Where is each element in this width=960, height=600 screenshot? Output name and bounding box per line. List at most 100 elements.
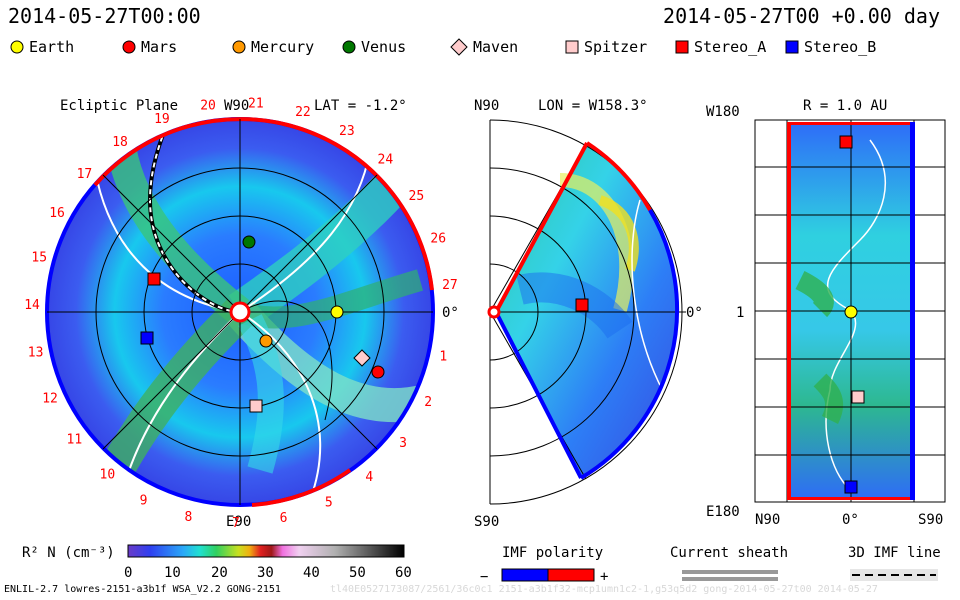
legend-stereo-a: Stereo_A: [675, 38, 766, 56]
svg-text:0: 0: [124, 565, 132, 581]
imf-polarity-title: IMF polarity: [502, 545, 603, 561]
svg-text:30: 30: [257, 565, 274, 581]
legend-label: Stereo_B: [804, 38, 877, 56]
earth-radial-icon: [844, 305, 858, 319]
colorbar-label: R² N (cm⁻³): [22, 545, 115, 561]
legend-mercury: Mercury: [232, 38, 314, 56]
svg-text:60: 60: [395, 565, 412, 581]
footer-model-info: ENLIL-2.7 lowres-2151-a3b1f WSA_V2.2 GON…: [4, 584, 281, 595]
radial-x-mid: 0°: [842, 512, 859, 528]
meridional-bottom-label: S90: [474, 514, 499, 530]
radial-x-right: S90: [918, 512, 943, 528]
legend-stereo-b: Stereo_B: [785, 38, 876, 56]
rotation-number-label: 5: [325, 495, 333, 510]
ecliptic-positive-polarity-arc: [93, 117, 434, 291]
radial-bottom-left: E180: [706, 504, 740, 520]
mercury-marker-icon: [259, 334, 273, 348]
imf-polarity-legend: IMF polarity − +: [480, 545, 608, 585]
ecliptic-bottom-label: E90: [226, 514, 251, 530]
rotation-number-label: 20: [200, 99, 216, 114]
date-label-right: 2014-05-27T00 +0.00 day: [663, 4, 940, 28]
meridional-plane-panel: N90 LON = W158.3° S90 0°: [474, 98, 703, 530]
meridional-sun-icon: [487, 305, 501, 319]
rotation-number-label: 13: [28, 346, 44, 361]
imf3d-line-legend: 3D IMF line: [848, 545, 941, 581]
current-sheath-legend: Current sheath: [670, 545, 788, 581]
rotation-number-label: 17: [77, 167, 93, 182]
imf-negative-swatch: [501, 568, 549, 582]
radial-x-left: N90: [755, 512, 780, 528]
stereo-a-meridional-icon: [575, 298, 589, 312]
density-colorbar: R² N (cm⁻³) 0 10 20 30 40 50 60: [22, 544, 412, 581]
stereo-b-marker-icon: [140, 331, 154, 345]
mars-marker-icon: [122, 40, 136, 54]
rotation-number-label: 19: [154, 112, 170, 127]
rotation-number-label: 3: [399, 436, 407, 451]
imf-plus-label: +: [600, 569, 608, 585]
rotation-number-label: 10: [100, 467, 116, 482]
stereo-b-marker-icon: [785, 40, 799, 54]
rotation-number-label: 6: [280, 511, 288, 526]
mars-marker-icon: [371, 365, 385, 379]
radial-top-left: W180: [706, 104, 740, 120]
stereo-a-marker-icon: [147, 272, 161, 286]
rotation-number-label: 7: [232, 516, 240, 531]
colorbar-gradient: [127, 544, 405, 558]
earth-marker-icon: [10, 40, 24, 54]
legend-spitzer: Spitzer: [565, 38, 647, 56]
rotation-number-label: 8: [185, 510, 193, 525]
date-label-left: 2014-05-27T00:00: [8, 4, 201, 28]
stereo-b-radial-icon: [844, 480, 858, 494]
stereo-a-marker-icon: [675, 40, 689, 54]
legend-label: Earth: [29, 38, 75, 56]
legend-label: Mercury: [251, 38, 315, 56]
ecliptic-plane-panel: Ecliptic Plane W90 E90 0° LAT = -1.2° 12…: [24, 97, 459, 532]
rotation-number-label: 18: [112, 135, 128, 150]
imf-minus-label: −: [480, 569, 488, 585]
rotation-number-label: 25: [409, 189, 425, 204]
rotation-number-label: 15: [31, 251, 47, 266]
rotation-number-label: 2: [424, 395, 432, 410]
current-sheath-title: Current sheath: [670, 545, 788, 561]
venus-marker-icon: [242, 235, 256, 249]
svg-text:40: 40: [303, 565, 320, 581]
stereo-a-radial-icon: [839, 135, 853, 149]
ecliptic-top-label: W90: [224, 98, 249, 114]
spitzer-marker-icon: [565, 40, 579, 54]
svg-text:50: 50: [349, 565, 366, 581]
legend-label: Maven: [473, 38, 519, 56]
rotation-number-label: 12: [42, 391, 58, 406]
colorbar-ticks: 0 10 20 30 40 50 60: [124, 565, 412, 581]
rotation-number-label: 16: [49, 206, 65, 221]
earth-marker-icon: [330, 305, 344, 319]
meridional-lon-label: LON = W158.3°: [538, 98, 648, 114]
radial-panel: R = 1.0 AU W180 1 E180 N90 0° S90: [706, 98, 946, 528]
legend-mars: Mars: [122, 38, 177, 56]
radial-r-label: R = 1.0 AU: [803, 98, 887, 114]
rotation-number-label: 27: [442, 278, 458, 293]
ecliptic-lat-label: LAT = -1.2°: [314, 98, 407, 114]
meridional-top-label: N90: [474, 98, 499, 114]
mercury-marker-icon: [232, 40, 246, 54]
svg-text:10: 10: [164, 565, 181, 581]
legend-label: Stereo_A: [694, 38, 767, 56]
imf-positive-swatch: [547, 568, 595, 582]
rotation-number-label: 24: [378, 153, 394, 168]
radial-mid-left: 1: [736, 305, 744, 321]
meridional-right-label: 0°: [686, 305, 703, 321]
rotation-number-label: 23: [339, 124, 355, 139]
rotation-number-label: 11: [67, 433, 83, 448]
rotation-number-label: 14: [24, 298, 40, 313]
ecliptic-right-label: 0°: [442, 305, 459, 321]
rotation-number-label: 26: [430, 232, 446, 247]
legend-venus: Venus: [342, 38, 406, 56]
ecliptic-title: Ecliptic Plane: [60, 98, 178, 114]
legend-label: Venus: [361, 38, 407, 56]
imf3d-title: 3D IMF line: [848, 545, 941, 561]
spitzer-radial-icon: [851, 390, 865, 404]
venus-marker-icon: [342, 40, 356, 54]
legend-label: Spitzer: [584, 38, 648, 56]
legend-maven: Maven: [450, 38, 518, 56]
sun-marker-icon: [229, 301, 251, 323]
